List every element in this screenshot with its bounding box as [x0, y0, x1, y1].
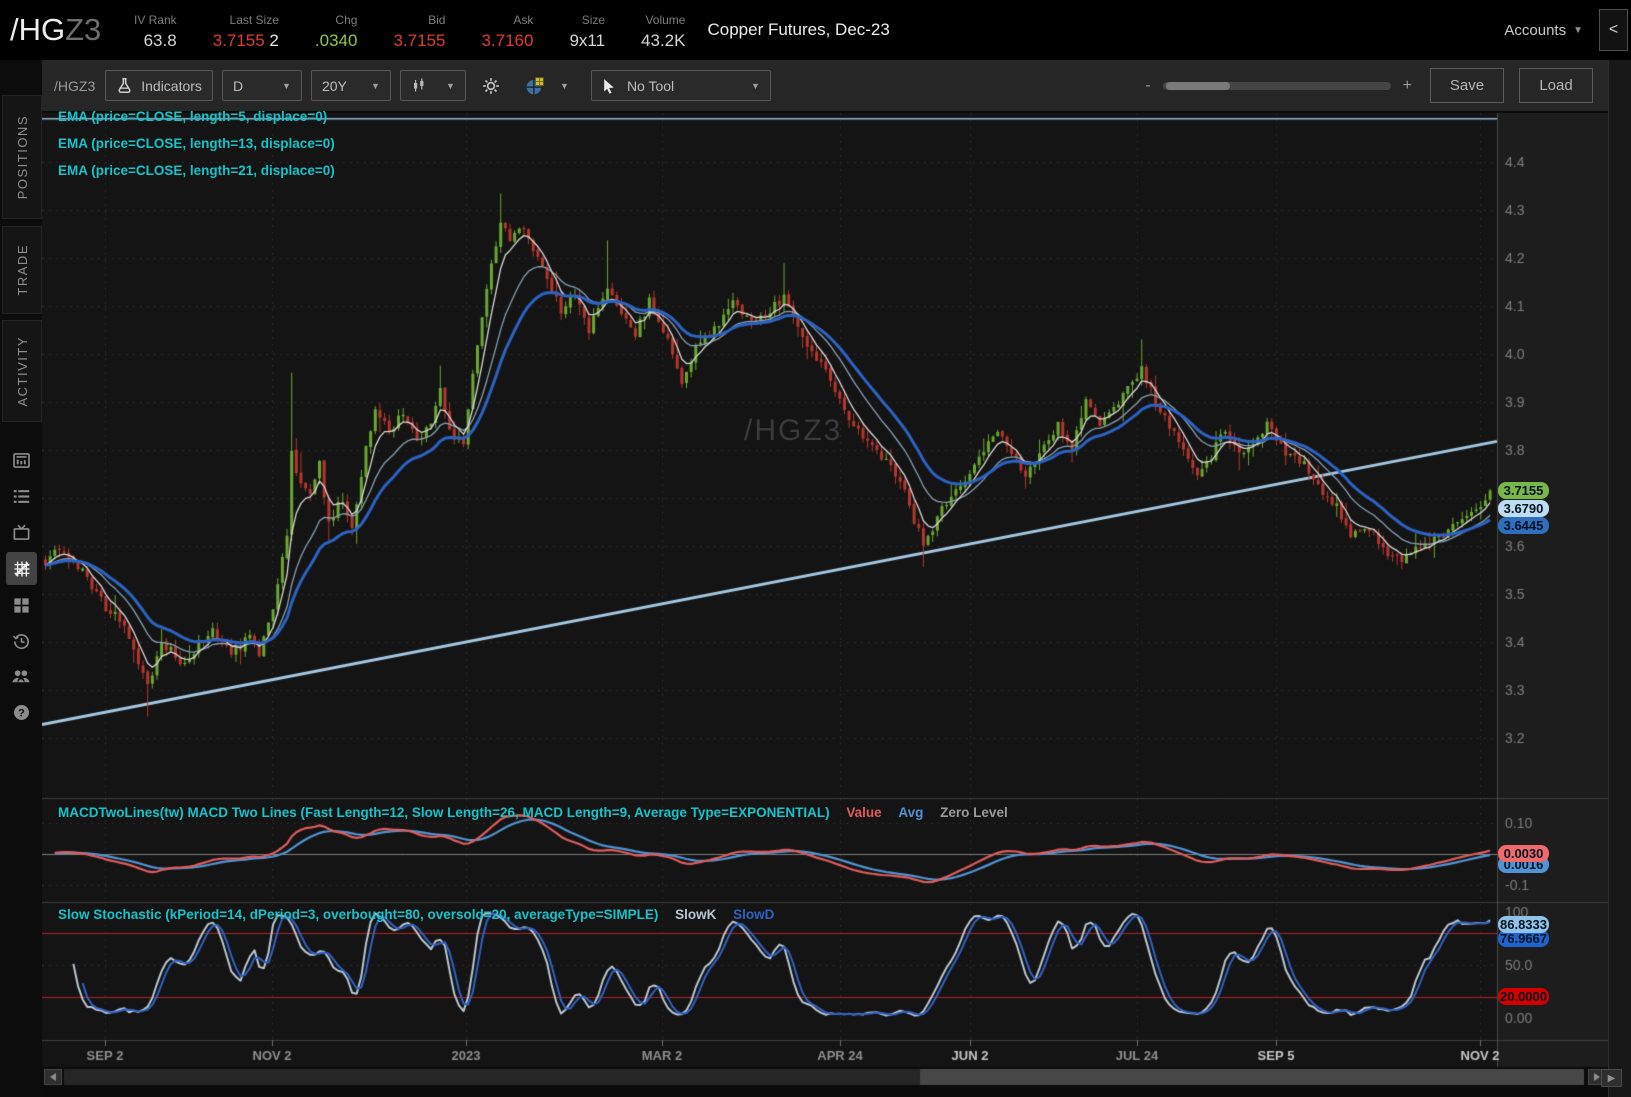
candlestick-icon — [411, 77, 427, 94]
sidebar-tab-activity[interactable]: ACTIVITY — [2, 320, 42, 422]
news-report-icon[interactable] — [0, 445, 42, 475]
svg-text:?: ? — [18, 707, 25, 719]
dashboard-icon[interactable] — [0, 590, 42, 620]
chart-type-dropdown[interactable]: ▼ — [399, 70, 466, 101]
indicators-button[interactable]: Indicators — [105, 70, 213, 101]
stat-bid: Bid 3.7155 — [393, 13, 446, 50]
stoch-legend-slowd: SlowD — [733, 907, 775, 922]
stat-ask: Ask 3.7160 — [481, 13, 534, 50]
ema21-study-label[interactable]: EMA (price=CLOSE, length=21, displace=0) — [58, 163, 335, 178]
right-collapsed-panel[interactable] — [1608, 60, 1631, 1097]
stat-last-size: Last Size 3.7155 2 — [212, 13, 279, 50]
stoch-oversold-bubble: 20.0000 — [1498, 988, 1549, 1005]
zoom-in-button[interactable]: + — [1402, 76, 1412, 94]
symbol-title: /HGZ3 — [10, 12, 118, 48]
zoom-slider[interactable] — [1162, 81, 1391, 90]
drawing-tool-dropdown[interactable]: No Tool ▼ — [590, 70, 771, 101]
ema21-value-bubble: 3.6445 — [1498, 517, 1549, 534]
chart-symbol-input[interactable]: /HGZ3 — [54, 77, 96, 94]
load-button[interactable]: Load — [1519, 68, 1593, 103]
chart-toolbar: /HGZ3 Indicators D ▼ 20Y ▼ ▼ ▼ No Tool ▼ — [42, 60, 1608, 113]
ema13-study-label[interactable]: EMA (price=CLOSE, length=13, displace=0) — [58, 136, 335, 151]
save-button[interactable]: Save — [1430, 68, 1504, 103]
macd-legend-avg: Avg — [898, 805, 924, 820]
instrument-description: Copper Futures, Dec-23 — [707, 20, 890, 39]
chevron-down-icon: ▼ — [560, 80, 569, 91]
price-chart-canvas[interactable] — [42, 113, 1608, 1097]
tv-icon[interactable] — [0, 517, 42, 547]
stat-change: Chg .0340 — [314, 13, 358, 50]
macd-value-bubble: 0.0030 — [1498, 845, 1549, 862]
chevron-down-icon: ▼ — [1573, 24, 1583, 36]
sidebar-tab-trade[interactable]: TRADE — [2, 226, 42, 314]
stoch-slowd-bubble: 76.9667 — [1498, 930, 1549, 947]
cursor-icon — [602, 78, 617, 94]
help-icon[interactable]: ? — [0, 697, 42, 727]
chevron-down-icon: ▼ — [446, 80, 455, 91]
ema13-value-bubble: 3.6790 — [1498, 500, 1549, 517]
list-icon[interactable] — [0, 481, 42, 511]
stat-iv-rank: IV Rank 63.8 — [134, 13, 177, 50]
macd-legend-value: Value — [846, 805, 882, 820]
flask-icon — [116, 77, 133, 94]
scrollbar-right-arrow[interactable]: ▶ — [1601, 1069, 1622, 1087]
people-icon[interactable] — [0, 661, 42, 691]
zoom-control: - + — [1145, 77, 1412, 95]
quote-header: /HGZ3 IV Rank 63.8 Last Size 3.7155 2 Ch… — [0, 0, 1631, 60]
collapse-panel-button[interactable]: < — [1599, 9, 1628, 51]
grid-layout-icon — [525, 76, 545, 96]
stochastic-study-label[interactable]: Slow Stochastic (kPeriod=14, dPeriod=3, … — [58, 907, 775, 922]
chart-grid-icon[interactable] — [6, 552, 37, 585]
symbol-watermark: /HGZ3 — [744, 414, 843, 447]
sidebar-tab-positions[interactable]: POSITIONS — [2, 95, 42, 219]
zoom-out-button[interactable]: - — [1145, 76, 1151, 94]
aggregation-period-dropdown[interactable]: D ▼ — [221, 70, 302, 101]
symbol-root: /HG — [10, 12, 66, 47]
left-sidebar: POSITIONS TRADE ACTIVITY ? — [0, 60, 42, 1097]
time-range-dropdown[interactable]: 20Y ▼ — [310, 70, 391, 101]
chart-settings-button[interactable] — [475, 70, 509, 101]
accounts-dropdown[interactable]: Accounts ▼ — [1504, 21, 1583, 39]
stoch-slowk-bubble: 86.8333 — [1498, 916, 1549, 933]
chevron-down-icon: ▼ — [371, 80, 380, 91]
chevron-down-icon: ▼ — [282, 80, 291, 91]
last-price-bubble: 3.7155 — [1498, 482, 1549, 499]
ema5-study-label[interactable]: EMA (price=CLOSE, length=5, displace=0) — [58, 109, 328, 124]
stat-size: Size 9x11 — [569, 13, 606, 50]
gear-icon — [482, 77, 500, 95]
stoch-legend-slowk: SlowK — [675, 907, 717, 922]
stat-volume: Volume 43.2K — [641, 13, 686, 50]
macd-legend-zero: Zero Level — [940, 805, 1008, 820]
chevron-down-icon: ▼ — [751, 80, 760, 91]
history-clock-icon[interactable] — [0, 626, 42, 656]
quote-stats: IV Rank 63.8 Last Size 3.7155 2 Chg .034… — [134, 9, 685, 51]
zoom-slider-thumb[interactable] — [1165, 81, 1230, 90]
macd-study-label[interactable]: MACDTwoLines(tw) MACD Two Lines (Fast Le… — [58, 805, 1008, 820]
chart-layout-dropdown[interactable]: ▼ — [518, 70, 576, 101]
symbol-month-code: Z3 — [65, 12, 102, 47]
